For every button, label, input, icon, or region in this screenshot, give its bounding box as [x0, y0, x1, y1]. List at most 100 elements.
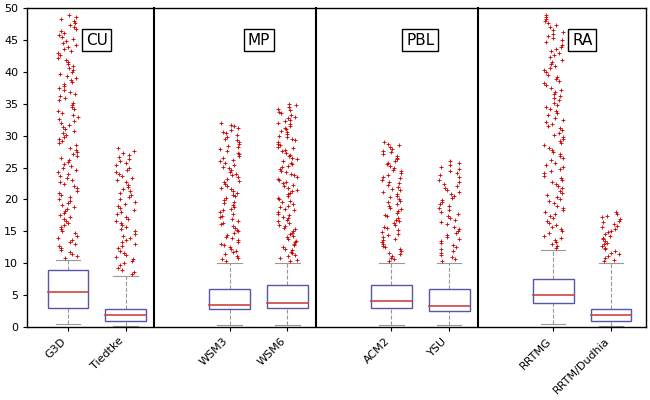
Point [383, 199, 393, 206]
Point [599, 255, 610, 261]
Point [119, 260, 129, 266]
Point [441, 186, 452, 193]
Point [290, 239, 300, 245]
Point [69, 24, 79, 30]
Point [286, 170, 296, 177]
Point [232, 253, 242, 259]
Point [274, 222, 285, 228]
Point [545, 168, 556, 174]
Point [441, 221, 452, 228]
Point [547, 241, 558, 247]
Point [57, 16, 67, 22]
Bar [209, 289, 250, 309]
Point [285, 190, 295, 196]
Point [53, 136, 64, 142]
Point [287, 188, 297, 194]
Point [273, 194, 283, 201]
Point [605, 250, 616, 256]
Point [222, 176, 233, 182]
Point [285, 116, 295, 123]
Point [68, 36, 78, 42]
Point [70, 75, 81, 81]
Point [286, 248, 296, 255]
Point [276, 199, 287, 206]
Point [230, 225, 240, 231]
Point [289, 113, 300, 120]
Point [612, 211, 623, 217]
Point [454, 178, 464, 185]
Point [129, 147, 140, 154]
Point [69, 106, 79, 112]
Point [436, 246, 446, 252]
Point [546, 48, 556, 54]
Point [599, 238, 610, 244]
Point [273, 209, 283, 215]
Point [231, 132, 242, 138]
Point [378, 173, 389, 180]
Point [557, 116, 567, 123]
Point [219, 197, 229, 203]
Point [224, 169, 235, 175]
Point [597, 219, 608, 226]
Point [547, 215, 558, 222]
Point [603, 253, 613, 259]
Point [127, 258, 137, 264]
Point [384, 249, 395, 256]
Point [547, 224, 558, 230]
Point [63, 220, 73, 226]
Point [545, 213, 556, 220]
Point [231, 190, 242, 196]
Point [221, 234, 231, 240]
Point [552, 243, 562, 250]
Point [287, 145, 298, 152]
Point [231, 137, 242, 144]
Point [278, 214, 289, 220]
Point [64, 157, 74, 163]
Point [606, 228, 616, 234]
Point [56, 224, 66, 230]
Point [60, 255, 70, 261]
Point [541, 192, 552, 198]
Point [393, 230, 404, 237]
Point [281, 217, 292, 223]
Point [552, 202, 562, 209]
Point [273, 140, 283, 147]
Point [541, 16, 551, 22]
Point [546, 84, 556, 91]
Point [554, 196, 565, 202]
Point [68, 99, 79, 106]
Point [115, 226, 125, 232]
Point [226, 206, 236, 212]
Point [382, 213, 393, 220]
Point [71, 42, 81, 48]
Point [557, 37, 567, 44]
Point [546, 61, 556, 67]
Point [393, 208, 403, 214]
Point [130, 228, 140, 235]
Point [122, 166, 133, 173]
Point [280, 245, 290, 252]
Point [124, 194, 135, 200]
Point [55, 179, 65, 186]
Point [58, 222, 69, 228]
Point [558, 164, 568, 170]
Point [557, 41, 567, 48]
Point [550, 63, 560, 69]
Point [541, 82, 551, 88]
Point [609, 248, 619, 254]
Point [233, 125, 244, 131]
Point [222, 134, 233, 140]
Point [72, 152, 83, 159]
Point [454, 166, 465, 172]
Point [70, 128, 80, 134]
Point [60, 38, 71, 44]
Point [541, 69, 551, 76]
Point [395, 168, 406, 174]
Point [389, 165, 399, 171]
Point [454, 236, 464, 242]
Point [57, 202, 67, 208]
Point [389, 256, 400, 263]
Point [232, 174, 242, 180]
Point [53, 196, 64, 202]
Point [555, 153, 566, 159]
